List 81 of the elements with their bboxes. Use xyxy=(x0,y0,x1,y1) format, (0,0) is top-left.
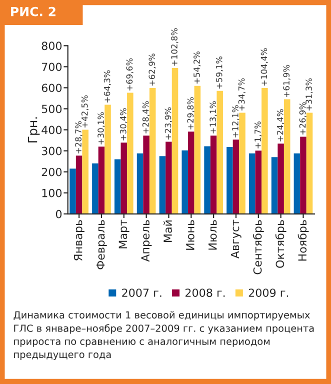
x-tick-label: Апрель xyxy=(141,220,152,262)
y-tick-label: 600 xyxy=(42,84,62,92)
annotation: +61,9% xyxy=(283,64,290,98)
y-tick-label: 800 xyxy=(42,42,62,50)
annotation: +30,4% xyxy=(120,108,128,140)
x-tick-label: Ноябрь xyxy=(298,220,309,261)
annotation: +34,7% xyxy=(238,78,246,110)
bar xyxy=(188,132,194,214)
bar xyxy=(210,136,217,214)
bar xyxy=(300,136,306,214)
x-tick-label: Сентябрь xyxy=(252,220,264,274)
legend-label: 2009 г. xyxy=(248,288,288,297)
y-tick-label: 200 xyxy=(42,168,62,176)
y-tick-label: 300 xyxy=(42,146,62,156)
annotation: +54,2% xyxy=(194,51,201,84)
annotation: +12,1% xyxy=(232,105,240,138)
bar xyxy=(92,163,98,214)
bar xyxy=(204,146,210,214)
annotation: +28,7% xyxy=(75,121,82,154)
bar xyxy=(70,168,76,214)
bar xyxy=(248,153,256,214)
bar xyxy=(216,90,223,214)
annotation: +31,3% xyxy=(306,78,313,110)
x-tick-label: Февраль xyxy=(96,220,107,270)
y-tick-label: 100 xyxy=(42,188,62,198)
annotation: +102,8% xyxy=(171,28,178,66)
bar xyxy=(182,150,188,214)
bar xyxy=(82,130,88,214)
bar xyxy=(232,140,240,214)
x-tick-label: Октябрь xyxy=(275,220,286,268)
y-tick-label: 700 xyxy=(42,62,62,72)
annotation: +42,5% xyxy=(81,95,89,128)
annotation: +23,9% xyxy=(164,107,172,140)
legend-label: 2008 г. xyxy=(185,288,225,297)
annotation: +29,8% xyxy=(187,97,194,130)
bar xyxy=(127,92,134,214)
annotation: +24,4% xyxy=(276,109,284,142)
annotation: +104,4% xyxy=(260,48,268,86)
chart-title: РИС. 2 xyxy=(11,6,56,16)
y-tick-label: 500 xyxy=(42,104,62,114)
bar xyxy=(239,112,246,214)
bar xyxy=(98,146,105,214)
bar xyxy=(294,153,300,214)
y-tick-label: 0 xyxy=(56,210,62,218)
x-tick-label: Май xyxy=(163,220,172,242)
bar xyxy=(136,153,144,214)
bar xyxy=(104,104,111,214)
annotation: +1,7% xyxy=(254,122,262,148)
annotation: +28,4% xyxy=(142,101,150,134)
bar xyxy=(278,144,284,214)
bar xyxy=(76,156,82,214)
annotation: +69,6% xyxy=(126,58,134,91)
text: Динамика стоимости 1 весовой единицы импортируемых ГЛС в январе–ноябре 2007–2009 гг. с указанием процента прироста по сравнению с аналогичным периодом предыдущего года xyxy=(14,311,314,360)
x-tick-label: Июнь xyxy=(186,220,194,250)
annotation: +13,1% xyxy=(210,101,217,134)
bar xyxy=(271,157,278,214)
x-tick-label: Март xyxy=(118,220,130,248)
x-tick-label: Январь xyxy=(74,220,84,261)
x-tick-label: Август xyxy=(230,220,242,259)
annotation: +62,9% xyxy=(148,54,156,86)
annotation: +59,1% xyxy=(216,56,224,89)
bar xyxy=(166,142,172,214)
bar xyxy=(114,159,121,214)
bar xyxy=(255,150,262,214)
x-tick-label: Июль xyxy=(208,220,217,250)
bar xyxy=(194,86,201,214)
bar xyxy=(284,99,290,214)
bar xyxy=(149,88,156,214)
bar xyxy=(306,112,313,214)
annotation: +64,3% xyxy=(104,70,112,102)
bar xyxy=(262,88,268,214)
legend-label: 2007 г. xyxy=(122,288,162,297)
bar xyxy=(120,142,128,214)
bar xyxy=(226,147,233,214)
bar xyxy=(143,136,150,214)
y-tick-label: 400 xyxy=(42,126,62,134)
y-axis-title: Грн. xyxy=(28,117,40,142)
annotation: +30,1% xyxy=(98,112,105,144)
bar xyxy=(172,68,178,214)
annotation: +26,9% xyxy=(299,102,307,134)
bar xyxy=(159,156,166,214)
